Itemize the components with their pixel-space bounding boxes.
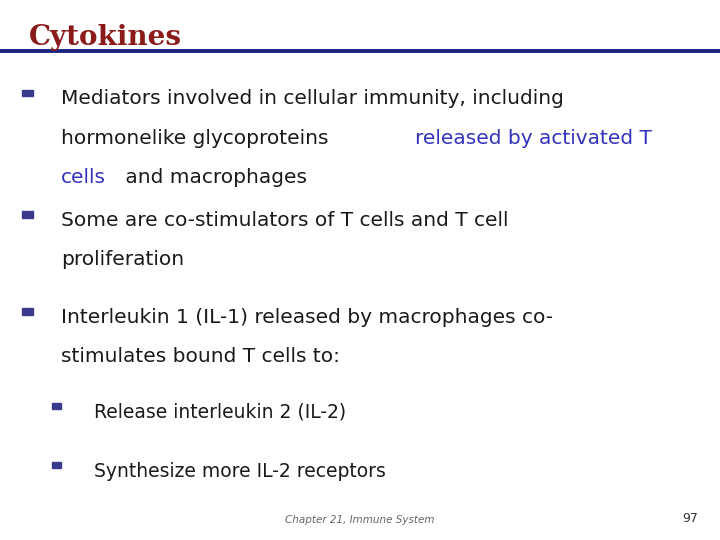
Bar [52,403,61,409]
Bar [52,462,61,468]
Bar [22,308,33,315]
Text: Release interleukin 2 (IL-2): Release interleukin 2 (IL-2) [94,402,346,421]
Text: Cytokines: Cytokines [29,24,181,51]
Text: hormonelike glycoproteins: hormonelike glycoproteins [61,129,335,147]
Text: Chapter 21, Immune System: Chapter 21, Immune System [285,515,435,525]
Text: stimulates bound T cells to:: stimulates bound T cells to: [61,347,340,366]
Text: cells: cells [61,168,107,187]
Text: Interleukin 1 (IL-1) released by macrophages co-: Interleukin 1 (IL-1) released by macroph… [61,308,553,327]
Text: and macrophages: and macrophages [120,168,307,187]
Text: Some are co-stimulators of T cells and T cell: Some are co-stimulators of T cells and T… [61,211,509,229]
Bar [22,211,33,218]
Text: Mediators involved in cellular immunity, including: Mediators involved in cellular immunity,… [61,89,564,108]
Bar [22,90,33,96]
Text: released by activated T: released by activated T [415,129,652,147]
Text: Synthesize more IL-2 receptors: Synthesize more IL-2 receptors [94,462,385,481]
Text: proliferation: proliferation [61,250,184,269]
Text: 97: 97 [683,512,698,525]
